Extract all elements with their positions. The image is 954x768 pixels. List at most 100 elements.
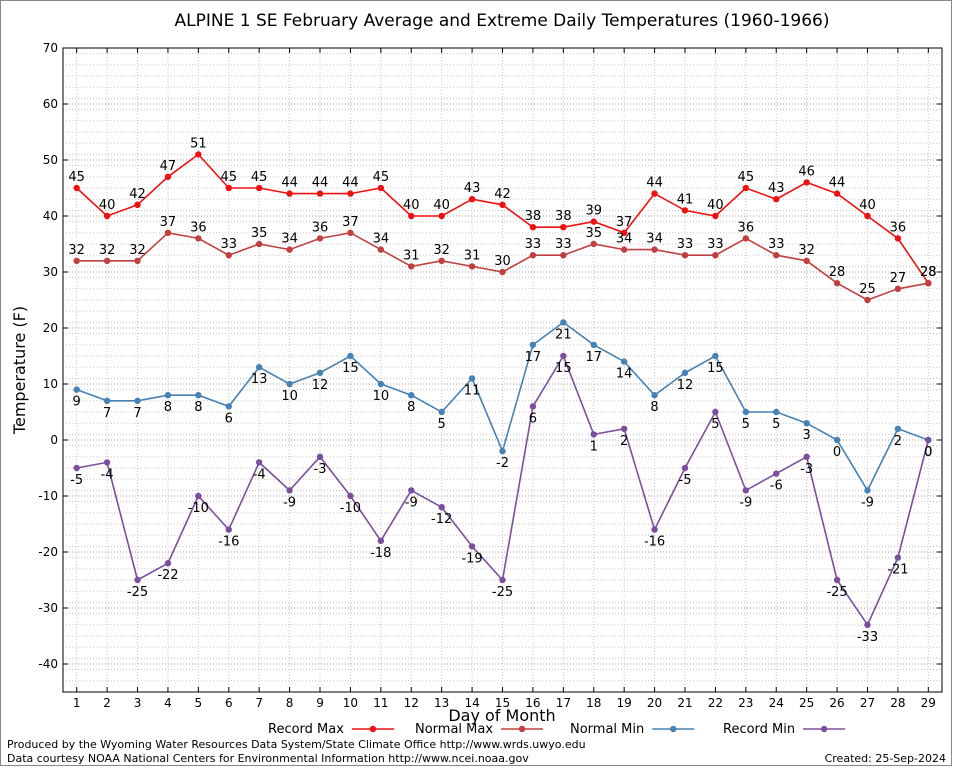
point-normal-min [499, 448, 506, 455]
data-label-normal-min: 21 [555, 327, 572, 342]
data-label-record-min: -25 [127, 585, 148, 600]
point-normal-max [833, 280, 841, 287]
x-tick-label: 2 [103, 696, 111, 710]
point-normal-max [164, 229, 172, 236]
point-record-min [590, 431, 597, 438]
x-tick-label: 20 [647, 696, 662, 710]
point-record-min [529, 403, 537, 410]
point-normal-max [529, 252, 537, 259]
point-normal-min [742, 408, 750, 416]
point-record-min [864, 621, 871, 628]
y-tick-label: -10 [38, 489, 58, 503]
data-label-record-min: -6 [770, 479, 783, 494]
x-tick-label: 24 [769, 696, 784, 710]
point-record-max [681, 207, 689, 214]
data-label-normal-max: 37 [342, 215, 359, 230]
legend: Record Max Normal Max Normal Min Record Min [268, 722, 846, 737]
data-label-record-max: 42 [494, 187, 511, 202]
y-tick-label: 20 [43, 321, 58, 335]
data-label-normal-max: 33 [525, 237, 542, 252]
data-label-normal-min: 5 [772, 417, 780, 432]
x-tick-label: 13 [434, 696, 449, 710]
data-label-normal-max: 32 [68, 243, 85, 258]
y-tick-label: 10 [43, 377, 58, 391]
data-label-record-min: -18 [370, 546, 391, 561]
point-record-min [742, 487, 750, 494]
data-label-record-min: 5 [711, 417, 719, 432]
point-normal-max [103, 257, 111, 264]
legend-item-record-max: Record Max [268, 722, 394, 737]
x-tick-label: 6 [225, 696, 233, 710]
y-tick-label: 60 [43, 97, 58, 111]
point-record-min [73, 464, 80, 472]
data-label-record-max: 44 [312, 176, 329, 191]
point-normal-max [773, 252, 780, 259]
footer-produced-by: Produced by the Wyoming Water Resources … [7, 738, 586, 751]
point-record-max [499, 201, 506, 208]
data-label-normal-min: 14 [616, 367, 633, 382]
x-tick-label: 28 [890, 696, 905, 710]
point-normal-min [803, 420, 810, 427]
data-label-record-min: -22 [157, 568, 178, 583]
point-normal-min [286, 380, 293, 388]
x-tick-label: 15 [495, 696, 510, 710]
data-label-normal-max: 36 [738, 220, 755, 235]
data-label-record-max: 45 [373, 170, 390, 185]
point-normal-max [590, 240, 597, 248]
data-label-record-min: -16 [644, 535, 665, 550]
data-label-record-max: 40 [99, 198, 116, 213]
legend-marker-normal-max [518, 725, 526, 733]
data-label-normal-min: 10 [281, 389, 298, 404]
data-label-record-min: 15 [555, 361, 572, 376]
data-label-record-max: 45 [220, 170, 237, 185]
point-normal-max [620, 246, 628, 253]
point-normal-min [681, 369, 689, 376]
point-normal-min [255, 364, 263, 371]
point-record-max [103, 212, 111, 220]
point-record-min [316, 453, 324, 460]
data-label-record-min: -9 [283, 495, 296, 510]
point-record-max [894, 235, 902, 242]
data-label-normal-max: 28 [920, 265, 937, 280]
data-label-normal-max: 31 [464, 248, 481, 263]
legend-label-record-max: Record Max [268, 722, 344, 737]
data-label-normal-min: -9 [861, 495, 874, 510]
point-record-min [925, 436, 932, 444]
data-label-record-max: 44 [281, 176, 298, 191]
point-record-max [347, 190, 354, 197]
point-record-min [773, 470, 780, 477]
y-tick-label: -30 [38, 601, 58, 615]
data-label-record-min: -16 [218, 535, 239, 550]
point-record-max [590, 218, 597, 225]
point-record-min [255, 459, 263, 466]
x-tick-label: 27 [860, 696, 875, 710]
legend-label-normal-min: Normal Min [570, 722, 644, 737]
point-normal-max [499, 268, 506, 276]
point-normal-max [316, 235, 324, 242]
data-label-normal-min: 8 [650, 400, 658, 415]
point-record-min [225, 526, 232, 533]
point-normal-max [925, 280, 932, 287]
point-normal-min [347, 352, 354, 360]
data-label-normal-max: 31 [403, 248, 420, 263]
data-label-normal-max: 36 [190, 220, 207, 235]
data-label-record-max: 37 [616, 215, 633, 230]
point-record-min [833, 576, 841, 584]
data-label-record-min: -12 [431, 512, 452, 527]
point-normal-min [134, 397, 141, 404]
data-label-normal-min: 17 [585, 350, 602, 365]
x-tick-label: 26 [829, 696, 844, 710]
legend-label-normal-max: Normal Max [415, 722, 493, 737]
point-record-min [803, 453, 810, 460]
point-normal-min [590, 341, 597, 348]
point-normal-max [377, 246, 385, 253]
data-label-normal-max: 25 [859, 282, 876, 297]
y-tick-label: 50 [43, 153, 58, 167]
data-label-record-max: 40 [403, 198, 420, 213]
point-record-max [316, 190, 324, 197]
data-label-record-max: 38 [525, 209, 542, 224]
data-label-normal-max: 32 [129, 243, 146, 258]
